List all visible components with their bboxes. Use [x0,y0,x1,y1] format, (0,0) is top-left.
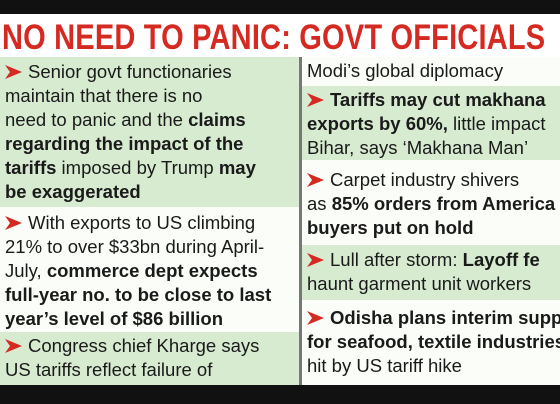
text-line: hit by US tariff hike [307,354,462,378]
text: little impact [447,113,546,134]
text-line: exports by 60%, little impact [307,112,546,136]
right-column: Modi’s global diplomacy Tariffs may cut m… [302,57,560,385]
bold-text: full-year no. to be close to last [5,284,272,305]
bullet-arrow [307,311,324,325]
text-line: for seafood, textile industries [307,330,560,354]
story-item: Modi’s global diplomacy [302,57,560,86]
story-item: Odisha plans interim supp for seafood, te… [302,300,560,385]
arrow-shape [5,65,22,79]
story-item: Tariffs may cut makhana exports by 60%, l… [302,86,560,160]
text-line: full-year no. to be close to last [5,283,271,307]
bold-text: claims [188,109,246,130]
text-line: 21% to over $33bn during April- [5,235,264,259]
bullet-arrow [307,173,324,187]
story-item: Carpet industry shivers as 85% orders fro… [302,160,560,245]
story-item: Senior govt functionaries maintain that t… [0,57,299,207]
text-line: regarding the impact of the [5,132,243,156]
bold-text: Layoff fe [462,249,540,270]
bold-text: buyers put on hold [307,217,474,238]
bold-text: 85% orders from America [331,193,556,214]
bullet-arrow [307,93,324,107]
story-item: Congress chief Kharge says US tariffs ref… [0,332,299,385]
text: haunt garment unit workers [307,273,532,294]
bold-text: Tariffs may cut makhana [330,89,546,110]
text-line: Modi’s global diplomacy [307,59,503,83]
bold-text: be exaggerated [5,181,141,202]
text: need to panic and the [5,109,189,130]
bold-text: Odisha plans interim supp [330,307,560,328]
arrow-shape [307,173,324,187]
text: July, [5,260,47,281]
bullet-arrow [5,339,22,353]
bold-text: may [218,157,256,178]
text: Lull after storm: [330,249,463,270]
bullet-arrow [5,65,22,79]
left-column: Senior govt functionaries maintain that t… [0,57,299,385]
text-line: maintain that there is no [5,84,202,108]
text-line: need to panic and the claims [5,108,246,132]
text-line: Tariffs may cut makhana [307,88,546,112]
text: Carpet industry shivers [330,169,520,190]
bullet-arrow [307,253,324,267]
text-line: year’s level of $86 billion [5,307,223,331]
arrow-shape [5,216,22,230]
arrow-shape [307,311,324,325]
text: With exports to US climbing [28,212,256,233]
text-line: tariffs imposed by Trump may [5,156,256,180]
text-line: haunt garment unit workers [307,272,531,296]
text: maintain that there is no [5,85,203,106]
text: as [307,193,332,214]
text: Congress chief Kharge says [28,335,260,356]
text: Bihar, says ‘Makhana Man’ [307,137,529,158]
arrow-shape [307,253,324,267]
text: imposed by Trump [56,157,219,178]
text: 21% to over $33bn during April- [5,236,265,257]
bold-text: exports by 60%, [307,113,448,134]
text: Senior govt functionaries [28,61,232,82]
bold-text: commerce dept expects [46,260,258,281]
text: US tariffs reflect failure of [5,359,213,380]
text-line: July, commerce dept expects [5,259,258,283]
arrow-shape [5,339,22,353]
text-line: Senior govt functionaries [5,60,232,84]
text-line: Bihar, says ‘Makhana Man’ [307,136,528,160]
bold-text: tariffs [5,157,57,178]
text-line: US tariffs reflect failure of [5,358,212,382]
story-item: With exports to US climbing 21% to over $… [0,207,299,332]
text-line: be exaggerated [5,180,141,204]
bullet-arrow [5,216,22,230]
text: Modi’s global diplomacy [307,60,504,81]
text-line: Lull after storm: Layoff fe [307,248,540,272]
text-line: Odisha plans interim supp [307,306,560,330]
text-line: as 85% orders from America [307,192,555,216]
bold-text: regarding the impact of the [5,133,244,154]
text-line: With exports to US climbing [5,211,255,235]
bold-text: for seafood, textile industries [307,331,560,352]
text-line: Congress chief Kharge says [5,334,259,358]
text-line: Carpet industry shivers [307,168,519,192]
column-divider [299,57,302,385]
headline: NO NEED TO PANIC: GOVT OFFICIALS [2,18,546,57]
title-bar: NO NEED TO PANIC: GOVT OFFICIALS [0,14,560,57]
story-item: Lull after storm: Layoff fe haunt garment… [302,245,560,300]
arrow-shape [307,93,324,107]
bold-text: year’s level of $86 billion [5,308,223,329]
text-line: buyers put on hold [307,216,474,240]
text: hit by US tariff hike [307,355,462,376]
